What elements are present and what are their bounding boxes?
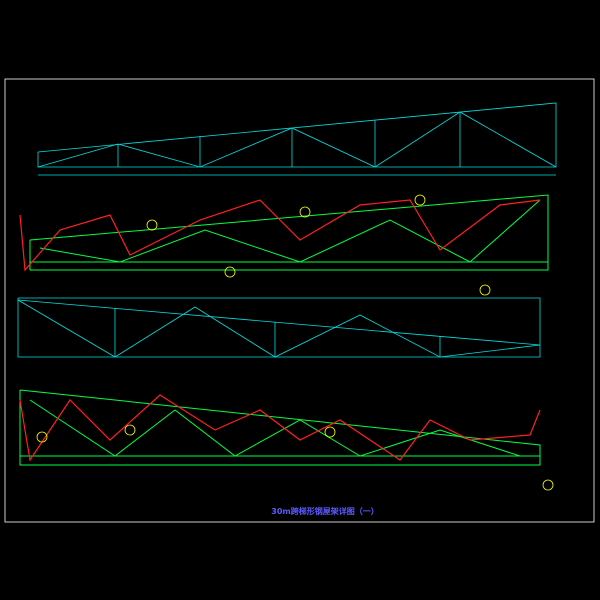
truss-outline-2 xyxy=(17,297,541,358)
detail-web xyxy=(29,399,521,457)
node-marker xyxy=(124,424,136,436)
node-marker xyxy=(36,431,48,443)
node-marker xyxy=(224,266,236,278)
annotation-marks xyxy=(19,199,541,272)
detail-web xyxy=(39,199,541,263)
truss-detail-1 xyxy=(19,194,549,296)
drawing-title: 30m跨梯形钢屋架详图（一） xyxy=(271,506,378,516)
node-marker xyxy=(479,284,491,296)
annotation-marks xyxy=(19,394,541,462)
truss-chords xyxy=(17,297,541,358)
frame xyxy=(4,78,595,523)
top-slope xyxy=(17,299,541,346)
node-marker xyxy=(414,194,426,206)
truss-outline-1 xyxy=(37,102,557,176)
truss-detail-2 xyxy=(19,389,554,491)
node-marker xyxy=(324,426,336,438)
detail-chords xyxy=(29,194,549,271)
node-marker xyxy=(542,479,554,491)
node-marker xyxy=(146,219,158,231)
node-marker xyxy=(299,206,311,218)
detail-chords xyxy=(19,389,541,466)
